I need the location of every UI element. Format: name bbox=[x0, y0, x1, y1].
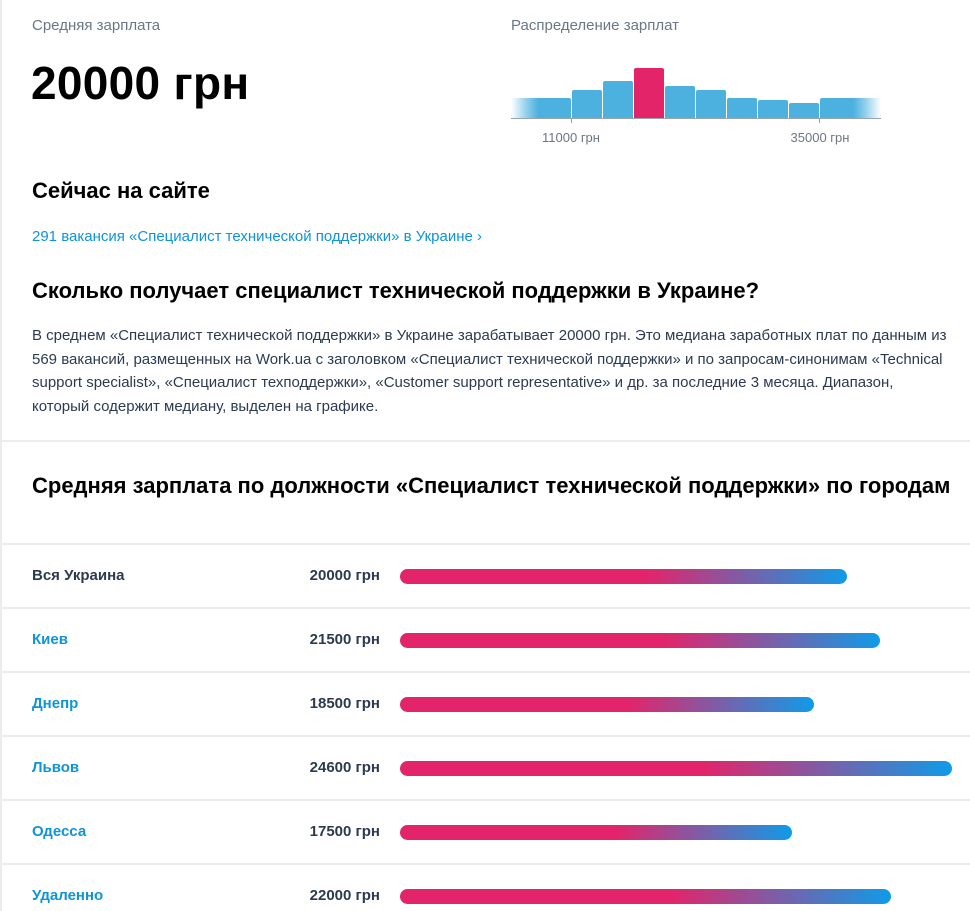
row-divider bbox=[2, 607, 970, 609]
by-city-title: Средняя зарплата по должности «Специалис… bbox=[32, 473, 951, 498]
city-row-lviv: Львов 24600 грн bbox=[2, 736, 970, 800]
city-salary: 21500 грн bbox=[309, 631, 380, 648]
histogram-bar[interactable] bbox=[789, 103, 819, 118]
histogram-bar[interactable] bbox=[603, 81, 633, 118]
city-salary: 24600 грн bbox=[309, 759, 380, 776]
salary-bar bbox=[400, 633, 880, 648]
distribution-label: Распределение зарплат bbox=[511, 17, 680, 34]
histogram-tick bbox=[819, 118, 820, 123]
city-row-odesa: Одесса 17500 грн bbox=[2, 800, 970, 864]
salary-bar bbox=[400, 825, 792, 840]
row-divider bbox=[2, 671, 970, 673]
histogram-tick bbox=[571, 118, 572, 123]
salary-bar bbox=[400, 697, 814, 712]
row-divider bbox=[2, 863, 970, 865]
city-name: Вся Украина bbox=[32, 567, 125, 584]
histogram-tick-label-low: 11000 грн bbox=[542, 130, 600, 145]
salary-bar bbox=[400, 889, 891, 904]
row-divider bbox=[2, 799, 970, 801]
salary-description: В среднем «Специалист технической поддер… bbox=[32, 327, 947, 415]
city-link-odesa[interactable]: Одесса bbox=[32, 823, 87, 840]
how-much-title: Сколько получает специалист технической … bbox=[32, 278, 760, 303]
histogram-bar[interactable] bbox=[820, 98, 881, 118]
now-on-site-title: Сейчас на сайте bbox=[32, 178, 210, 203]
city-salary: 18500 грн bbox=[309, 695, 380, 712]
histogram-bar[interactable] bbox=[696, 90, 726, 118]
histogram-bar[interactable] bbox=[758, 100, 788, 118]
average-salary-value: 20000 грн bbox=[31, 57, 250, 109]
histogram-bar[interactable] bbox=[665, 86, 695, 118]
histogram-bar[interactable] bbox=[511, 98, 571, 118]
city-link-kyiv[interactable]: Киев bbox=[32, 631, 68, 648]
section-divider bbox=[2, 440, 970, 442]
histogram-tick-label-high: 35000 грн bbox=[790, 130, 850, 145]
city-link-lviv[interactable]: Львов bbox=[32, 759, 80, 776]
histogram-bar[interactable] bbox=[727, 98, 757, 118]
city-link-remote[interactable]: Удаленно bbox=[32, 887, 104, 904]
city-row-remote: Удаленно 22000 грн bbox=[2, 864, 970, 911]
histogram-bar-median[interactable] bbox=[634, 68, 664, 118]
salary-bar bbox=[400, 761, 952, 776]
row-divider bbox=[2, 543, 970, 545]
average-salary-label: Средняя зарплата bbox=[32, 17, 161, 34]
salary-histogram bbox=[511, 60, 881, 118]
histogram-axis bbox=[511, 118, 881, 119]
city-salary: 17500 грн bbox=[309, 823, 380, 840]
city-row-kyiv: Киев 21500 грн bbox=[2, 608, 970, 672]
histogram-bar[interactable] bbox=[572, 90, 602, 118]
salary-bar bbox=[400, 569, 847, 584]
vacancies-link[interactable]: 291 вакансия «Специалист технической под… bbox=[32, 228, 483, 245]
city-link-dnipro[interactable]: Днепр bbox=[32, 695, 79, 712]
city-row-dnipro: Днепр 18500 грн bbox=[2, 672, 970, 736]
city-salary: 22000 грн bbox=[309, 887, 380, 904]
row-divider bbox=[2, 735, 970, 737]
city-salary: 20000 грн bbox=[309, 567, 380, 584]
city-row-all-ukraine: Вся Украина 20000 грн bbox=[2, 544, 970, 608]
